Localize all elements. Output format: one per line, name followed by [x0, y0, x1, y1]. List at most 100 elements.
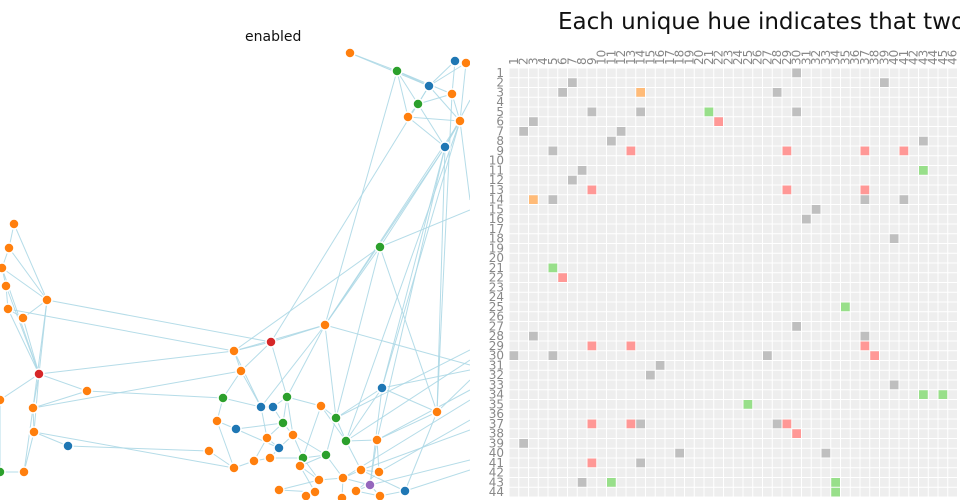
graph-node[interactable]	[2, 303, 14, 315]
graph-node[interactable]	[364, 479, 376, 491]
graph-node[interactable]	[315, 400, 327, 412]
graph-node[interactable]	[376, 382, 388, 394]
graph-node[interactable]	[374, 241, 386, 253]
graph-node[interactable]	[33, 368, 45, 380]
graph-node[interactable]	[203, 445, 215, 457]
matrix-cell	[529, 117, 538, 126]
graph-node[interactable]	[374, 490, 386, 502]
matrix-row-label: 18	[489, 232, 504, 246]
graph-node[interactable]	[273, 484, 285, 496]
graph-node[interactable]	[228, 345, 240, 357]
matrix-cell	[860, 341, 870, 351]
graph-node[interactable]	[371, 434, 383, 446]
graph-node[interactable]	[255, 401, 267, 413]
graph-node[interactable]	[8, 218, 20, 230]
graph-node[interactable]	[350, 485, 362, 497]
graph-node[interactable]	[0, 466, 6, 478]
graph-link	[376, 389, 471, 441]
graph-node[interactable]	[313, 474, 325, 486]
matrix-cell	[811, 205, 821, 214]
graph-node[interactable]	[319, 319, 331, 331]
graph-node[interactable]	[355, 464, 367, 476]
graph-node[interactable]	[228, 462, 240, 474]
graph-node[interactable]	[373, 466, 385, 478]
graph-node[interactable]	[81, 385, 93, 397]
force-graph[interactable]	[0, 0, 472, 504]
graph-node[interactable]	[337, 472, 349, 484]
graph-node[interactable]	[287, 429, 299, 441]
graph-link	[22, 317, 40, 375]
graph-node[interactable]	[261, 432, 273, 444]
graph-node[interactable]	[217, 392, 229, 404]
matrix-row-label: 16	[489, 212, 504, 226]
graph-node[interactable]	[248, 455, 260, 467]
graph-node[interactable]	[281, 391, 293, 403]
graph-node[interactable]	[340, 435, 352, 447]
graph-node[interactable]	[211, 415, 223, 427]
graph-node[interactable]	[402, 111, 414, 123]
matrix-cell	[626, 146, 636, 156]
graph-node[interactable]	[454, 115, 466, 127]
graph-node[interactable]	[391, 65, 403, 77]
graph-node[interactable]	[235, 365, 247, 377]
matrix-cell	[889, 380, 899, 390]
graph-node[interactable]	[320, 449, 332, 461]
graph-node[interactable]	[0, 280, 12, 292]
matrix-column-label: 43	[916, 50, 930, 65]
graph-link	[33, 431, 235, 469]
matrix-column-label: 5	[546, 57, 560, 65]
graph-link	[7, 308, 40, 375]
graph-node[interactable]	[18, 466, 30, 478]
graph-link	[381, 146, 446, 389]
graph-node[interactable]	[62, 440, 74, 452]
graph-node[interactable]	[439, 141, 451, 153]
graph-node[interactable]	[277, 417, 289, 429]
matrix-column-label: 17	[663, 50, 677, 65]
matrix-column-label: 12	[614, 50, 628, 65]
matrix-column-label: 15	[643, 50, 657, 65]
graph-node[interactable]	[27, 402, 39, 414]
matrix-cell	[860, 185, 870, 195]
graph-node[interactable]	[399, 485, 411, 497]
force-graph-panel[interactable]: enabled	[0, 0, 472, 504]
graph-node[interactable]	[41, 294, 53, 306]
matrix-cell	[626, 341, 636, 351]
graph-node[interactable]	[431, 406, 443, 418]
matrix-row-label: 9	[496, 144, 504, 158]
graph-node[interactable]	[3, 242, 15, 254]
graph-link	[0, 373, 40, 401]
graph-node[interactable]	[423, 80, 435, 92]
graph-node[interactable]	[0, 394, 6, 406]
graph-node[interactable]	[300, 490, 312, 502]
graph-node[interactable]	[230, 423, 242, 435]
graph-node[interactable]	[273, 442, 285, 454]
graph-nodes[interactable]	[0, 47, 472, 504]
graph-link	[342, 399, 471, 479]
graph-link	[335, 246, 381, 419]
matrix-cell	[568, 78, 577, 87]
graph-node[interactable]	[294, 460, 306, 472]
graph-node[interactable]	[460, 57, 472, 69]
matrix-cell	[841, 302, 850, 312]
graph-node[interactable]	[28, 426, 40, 438]
matrix-column-label: 22	[712, 50, 726, 65]
matrix-row-label: 2	[496, 76, 504, 90]
graph-node[interactable]	[265, 336, 277, 348]
graph-node[interactable]	[330, 412, 342, 424]
graph-node[interactable]	[267, 401, 279, 413]
graph-node[interactable]	[344, 47, 356, 59]
graph-node[interactable]	[446, 88, 458, 100]
matrix-cell	[782, 185, 792, 195]
graph-node[interactable]	[17, 312, 29, 324]
graph-link	[235, 422, 284, 430]
toggle-label[interactable]: enabled	[245, 29, 302, 45]
matrix-cell	[558, 273, 567, 282]
graph-node[interactable]	[412, 98, 424, 110]
graph-node[interactable]	[0, 262, 8, 274]
graph-node[interactable]	[264, 452, 276, 464]
matrix-cell	[548, 146, 558, 156]
graph-node[interactable]	[449, 55, 461, 67]
graph-node[interactable]	[336, 492, 348, 504]
matrix-row-label: 30	[489, 349, 504, 363]
graph-link	[292, 434, 327, 456]
